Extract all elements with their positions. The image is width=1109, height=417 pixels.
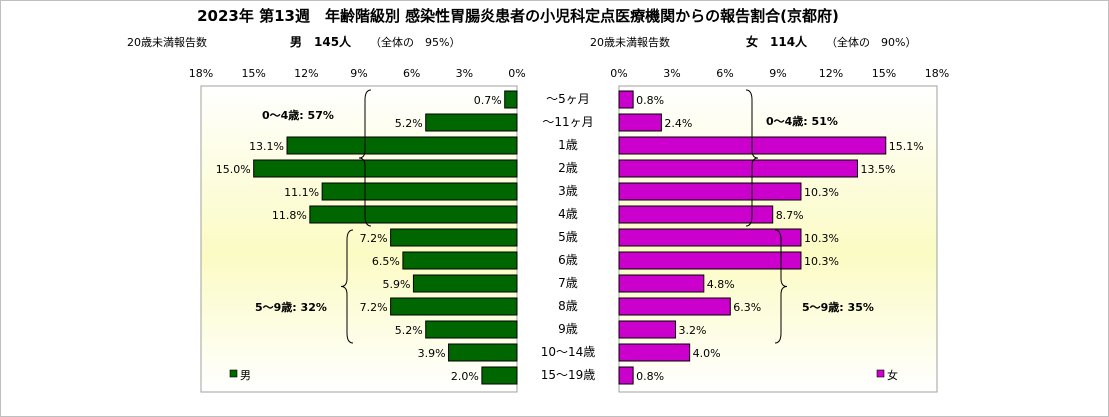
male-bar: [321, 182, 518, 201]
male-bar: [390, 297, 518, 316]
female-data-label: 0.8%: [636, 94, 664, 107]
male-bar: [402, 251, 518, 270]
male-data-label: 7.2%: [360, 232, 388, 245]
male-data-label: 11.1%: [284, 186, 319, 199]
male-x-tick-label: 12%: [294, 67, 318, 80]
female-x-tick-label: 18%: [925, 67, 949, 80]
female-brace-5-9: [774, 229, 788, 344]
category-label: 〜11ヶ月: [542, 115, 593, 129]
category-label: 7歳: [558, 276, 578, 290]
female-data-label: 10.3%: [804, 186, 839, 199]
male-x-tick-label: 6%: [403, 67, 420, 80]
female-brace-0-4: [745, 89, 759, 227]
female-x-tick-label: 6%: [716, 67, 733, 80]
category-label: 1歳: [558, 138, 578, 152]
female-data-label: 8.7%: [776, 209, 804, 222]
category-label: 5歳: [558, 230, 578, 244]
female-data-label: 15.1%: [889, 140, 924, 153]
category-label: 6歳: [558, 253, 578, 267]
male-data-label: 11.8%: [272, 209, 307, 222]
category-label: 〜5ヶ月: [546, 92, 590, 106]
male-data-label: 5.2%: [395, 117, 423, 130]
female-subtitle-share: （全体の 90%）: [826, 35, 916, 49]
male-bar: [425, 113, 518, 132]
male-bar: [412, 274, 518, 293]
female-annotation-0-4: 0〜4歳: 51%: [766, 114, 838, 128]
male-bar: [253, 159, 518, 178]
female-bar: [618, 159, 858, 178]
male-data-label: 5.2%: [395, 324, 423, 337]
female-bar: [618, 297, 731, 316]
male-brace-0-4: [358, 89, 372, 227]
male-x-tick-label: 3%: [456, 67, 473, 80]
female-bar: [618, 228, 802, 247]
category-label: 3歳: [558, 184, 578, 198]
female-data-label: 10.3%: [804, 255, 839, 268]
category-label: 4歳: [558, 207, 578, 221]
female-subtitle-label: 20歳未満報告数: [590, 36, 670, 49]
male-bar: [425, 320, 518, 339]
male-subtitle-count: 男 145人: [290, 34, 352, 49]
male-brace-5-9: [340, 229, 354, 344]
male-data-label: 13.1%: [249, 140, 284, 153]
category-label: 15〜19歳: [541, 368, 596, 382]
male-bar: [390, 228, 518, 247]
male-x-tick-label: 18%: [189, 67, 213, 80]
male-subtitle-label: 20歳未満報告数: [127, 36, 207, 49]
male-bar: [481, 366, 518, 385]
female-x-tick-label: 15%: [872, 67, 896, 80]
female-bar: [618, 320, 677, 339]
female-annotation-5-9: 5〜9歳: 35%: [802, 300, 874, 314]
male-x-tick-label: 0%: [508, 67, 525, 80]
male-bar: [309, 205, 518, 224]
female-x-tick-label: 3%: [663, 67, 680, 80]
male-x-tick-label: 15%: [241, 67, 265, 80]
male-x-tick-label: 9%: [350, 67, 367, 80]
male-data-label: 6.5%: [372, 255, 400, 268]
female-data-label: 3.2%: [679, 324, 707, 337]
male-data-label: 7.2%: [360, 301, 388, 314]
chart-title: 2023年 第13週 年齢階級別 感染性胃腸炎患者の小児科定点医療機関からの報告…: [197, 7, 839, 25]
male-annotation-5-9: 5〜9歳: 32%: [255, 300, 327, 314]
male-bar: [448, 343, 518, 362]
category-label: 9歳: [558, 322, 578, 336]
male-annotation-0-4: 0〜4歳: 57%: [262, 108, 334, 122]
female-bar: [618, 90, 634, 109]
female-data-label: 4.0%: [693, 347, 721, 360]
male-data-label: 2.0%: [451, 370, 479, 383]
female-data-label: 6.3%: [733, 301, 761, 314]
male-bar: [286, 136, 518, 155]
female-data-label: 0.8%: [636, 370, 664, 383]
female-x-tick-label: 12%: [819, 67, 843, 80]
male-data-label: 0.7%: [474, 94, 502, 107]
female-bar: [618, 366, 634, 385]
male-bar: [504, 90, 518, 109]
female-legend-label: 女: [887, 368, 898, 382]
female-bar: [618, 205, 774, 224]
male-legend-label: 男: [240, 369, 251, 382]
female-bar: [618, 343, 691, 362]
female-data-label: 4.8%: [707, 278, 735, 291]
male-data-label: 15.0%: [216, 163, 251, 176]
female-bar: [618, 251, 802, 270]
male-legend-swatch: [229, 369, 238, 378]
female-x-tick-label: 0%: [610, 67, 627, 80]
male-data-label: 3.9%: [418, 347, 446, 360]
female-data-label: 10.3%: [804, 232, 839, 245]
female-legend-swatch: [876, 369, 885, 378]
male-subtitle-share: （全体の 95%）: [370, 35, 460, 49]
female-bar: [618, 274, 705, 293]
female-bar: [618, 182, 802, 201]
female-subtitle-count: 女 114人: [746, 34, 808, 49]
female-data-label: 2.4%: [664, 117, 692, 130]
male-data-label: 5.9%: [382, 278, 410, 291]
female-bar: [618, 113, 662, 132]
female-x-tick-label: 9%: [769, 67, 786, 80]
category-label: 2歳: [558, 161, 578, 175]
female-data-label: 13.5%: [861, 163, 896, 176]
category-label: 8歳: [558, 299, 578, 313]
category-label: 10〜14歳: [541, 345, 596, 359]
